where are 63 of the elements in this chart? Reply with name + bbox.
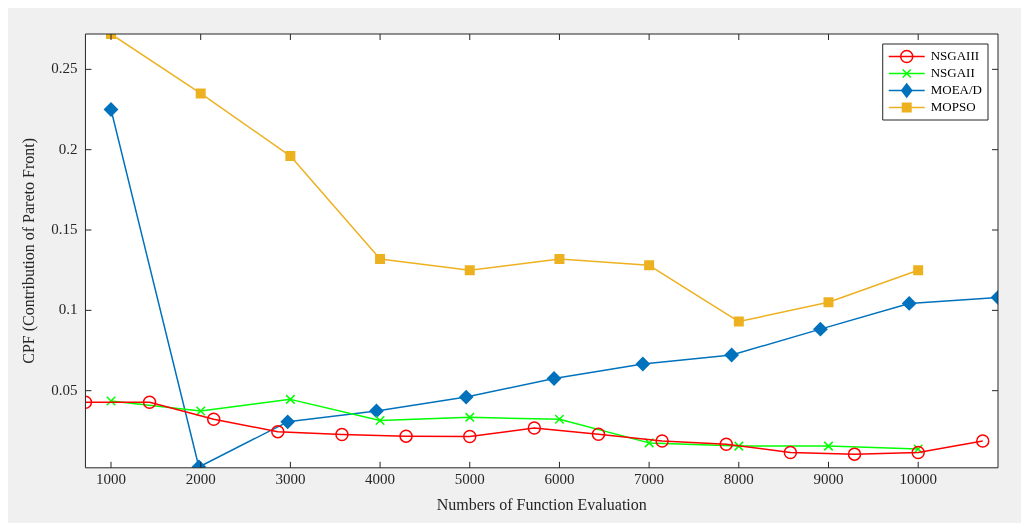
point	[206, 412, 221, 427]
point	[375, 415, 386, 426]
x-axis-title: Numbers of Function Evaluation	[436, 495, 647, 513]
point	[285, 394, 296, 405]
y-tick-label: 0.2	[58, 140, 78, 157]
legend-label: MOPSO	[930, 98, 976, 114]
point	[285, 151, 296, 162]
x-tick-label: 8000	[723, 470, 754, 487]
x-tick-label: 2000	[185, 470, 216, 487]
point	[335, 427, 349, 442]
point	[591, 427, 606, 441]
point	[644, 437, 655, 448]
point	[655, 434, 669, 448]
point	[195, 88, 206, 99]
point	[554, 253, 565, 264]
x-tick-label: 5000	[454, 470, 485, 487]
point	[547, 371, 562, 386]
point	[106, 395, 116, 406]
point	[464, 412, 475, 423]
point	[369, 403, 384, 418]
point	[464, 265, 475, 276]
point	[847, 447, 862, 461]
point	[635, 357, 650, 372]
y-axis-title: CPF (Contribution of Pareto Front)	[19, 138, 38, 364]
x-tick-label: 10000	[899, 470, 937, 487]
point	[902, 296, 917, 311]
x-tick-label: 7000	[634, 470, 665, 487]
point	[527, 421, 542, 435]
y-tick-label: 0.25	[51, 60, 78, 77]
point	[719, 437, 733, 451]
y-tick-label: 0.05	[51, 381, 78, 398]
legend-label: NSGAIII	[930, 47, 980, 63]
point	[104, 102, 119, 117]
x-tick-label: 6000	[544, 470, 575, 487]
x-tick-label: 1000	[96, 470, 127, 487]
point	[913, 265, 924, 276]
point	[783, 445, 798, 460]
point	[913, 444, 924, 454]
point	[271, 424, 285, 439]
legend-label: NSGAII	[930, 64, 975, 80]
point	[733, 441, 744, 452]
point	[911, 445, 925, 460]
legend-label: MOEA/D	[930, 81, 982, 97]
point	[823, 297, 834, 308]
point	[813, 322, 828, 337]
point	[459, 390, 474, 405]
x-tick-label: 3000	[275, 470, 306, 487]
point	[195, 405, 206, 416]
point	[724, 348, 739, 363]
point	[280, 414, 295, 429]
point	[823, 441, 834, 452]
x-tick-label: 4000	[365, 470, 396, 487]
point	[463, 429, 477, 444]
y-tick-label: 0.1	[58, 301, 78, 318]
y-tick-label: 0.15	[51, 220, 78, 237]
point	[733, 316, 744, 327]
point	[375, 253, 386, 264]
point	[142, 395, 157, 409]
point	[399, 429, 413, 443]
point	[976, 434, 990, 448]
point	[554, 414, 565, 425]
x-tick-label: 9000	[813, 470, 844, 487]
point	[644, 260, 655, 271]
